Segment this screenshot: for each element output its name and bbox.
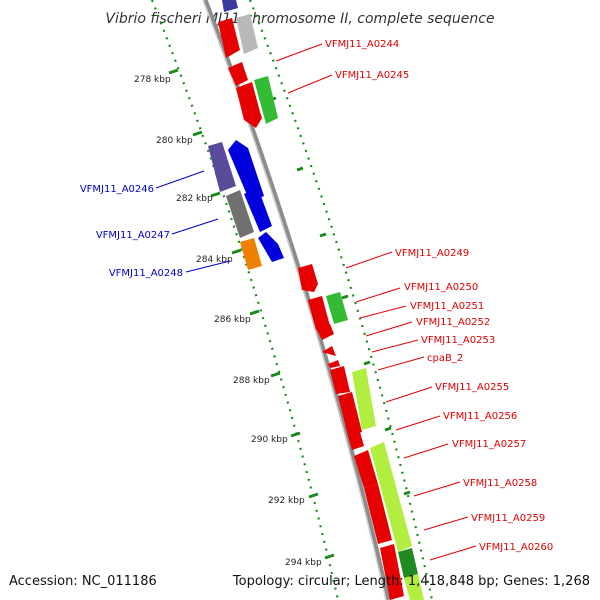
- gene-arrow-red[interactable]: [348, 432, 364, 450]
- gene-arrow-lime[interactable]: [352, 368, 376, 430]
- gene-label[interactable]: VFMJ11_A0258: [463, 478, 537, 489]
- tick-label: 278 kbp: [134, 75, 171, 85]
- gene-arrow-lime[interactable]: [404, 574, 424, 600]
- accession-text: Accession: NC_011186: [9, 574, 157, 589]
- tick-mark: [210, 191, 221, 198]
- gene-label[interactable]: VFMJ11_A0251: [410, 301, 484, 312]
- leader-line: [185, 260, 231, 273]
- gene-arrow-gray[interactable]: [236, 14, 258, 54]
- leader-line: [377, 356, 425, 371]
- leader-line: [413, 481, 461, 497]
- tick-mark: [290, 431, 301, 438]
- tick-mark: [231, 248, 242, 255]
- outer-tick: [319, 232, 327, 238]
- leader-line: [429, 545, 477, 561]
- chromosome-backbone-highlight: [202, 0, 387, 600]
- leader-line: [365, 321, 413, 337]
- gene-arrow-red[interactable]: [308, 296, 330, 330]
- leader-line: [155, 170, 205, 189]
- tick-label: 280 kbp: [156, 136, 193, 146]
- gene-arrow-red[interactable]: [354, 450, 378, 488]
- gene-arrow-red[interactable]: [364, 484, 392, 544]
- gene-arrow-blue[interactable]: [228, 140, 264, 202]
- gene-label[interactable]: VFMJ11_A0257: [452, 439, 526, 450]
- outer-tick: [384, 426, 392, 432]
- gene-arrow-green[interactable]: [254, 76, 278, 124]
- leader-lines: [155, 43, 477, 561]
- gene-labels: VFMJ11_A0244 VFMJ11_A0245 VFMJ11_A0246 V…: [80, 39, 553, 553]
- outer-tick: [403, 490, 411, 496]
- leader-line: [171, 218, 219, 235]
- gene-arrow-blue[interactable]: [222, 0, 238, 12]
- gene-label[interactable]: VFMJ11_A0247: [96, 230, 170, 241]
- outer-tick: [296, 166, 304, 172]
- gene-features: [208, 0, 424, 600]
- tick-mark: [192, 130, 203, 137]
- leader-line: [345, 251, 393, 269]
- tick-mark: [249, 309, 260, 316]
- tick-mark: [270, 371, 281, 378]
- topology-text: Topology: circular; Length: 1,418,848 bp…: [232, 574, 590, 589]
- map-title: Vibrio fischeri MJ11 chromosome II, comp…: [105, 11, 494, 27]
- gene-label[interactable]: VFMJ11_A0248: [109, 268, 183, 279]
- gene-label[interactable]: cpaB_2: [427, 353, 463, 364]
- tick-mark: [168, 68, 179, 75]
- gene-label[interactable]: VFMJ11_A0255: [435, 382, 509, 393]
- outer-tick: [341, 294, 349, 300]
- gene-arrow-red[interactable]: [218, 18, 240, 58]
- leader-line: [355, 287, 401, 303]
- tick-label: 292 kbp: [268, 496, 305, 506]
- tick-labels: 278 kbp 280 kbp 282 kbp 284 kbp 286 kbp …: [134, 75, 322, 568]
- gene-arrow-red[interactable]: [322, 346, 336, 356]
- gene-arrow-red[interactable]: [316, 324, 334, 340]
- gene-arrow-blue[interactable]: [244, 188, 272, 232]
- tick-mark: [324, 553, 335, 560]
- tick-label: 290 kbp: [251, 435, 288, 445]
- leader-line: [423, 516, 469, 531]
- tick-label: 286 kbp: [214, 315, 251, 325]
- gene-label[interactable]: VFMJ11_A0260: [479, 542, 553, 553]
- gene-label[interactable]: VFMJ11_A0244: [325, 39, 399, 50]
- gene-arrow-green[interactable]: [326, 292, 348, 324]
- gene-arrow-red[interactable]: [298, 264, 318, 292]
- gene-arrow-red[interactable]: [236, 82, 262, 128]
- leader-line: [385, 386, 433, 403]
- leader-line: [359, 305, 407, 319]
- tick-marks: [168, 68, 335, 560]
- tick-label: 294 kbp: [285, 558, 322, 568]
- gene-arrow-lime[interactable]: [370, 442, 412, 552]
- gene-label[interactable]: VFMJ11_A0250: [404, 282, 478, 293]
- leader-line: [403, 443, 449, 459]
- gene-arrow-red[interactable]: [330, 366, 350, 394]
- gene-arrow-red[interactable]: [228, 62, 248, 86]
- gene-label[interactable]: VFMJ11_A0252: [416, 317, 490, 328]
- gene-arrow-red[interactable]: [338, 392, 362, 436]
- gene-arrow-gray[interactable]: [226, 190, 254, 238]
- gene-arrow-orange[interactable]: [240, 238, 262, 270]
- gene-label[interactable]: VFMJ11_A0245: [335, 70, 409, 81]
- leader-line: [371, 339, 419, 353]
- leader-line: [395, 415, 441, 431]
- gene-arrow-darkgreen[interactable]: [398, 548, 418, 578]
- leader-line: [275, 43, 323, 62]
- gene-arrow-red[interactable]: [380, 544, 404, 600]
- gene-arrow-blue[interactable]: [258, 232, 284, 262]
- gene-label[interactable]: VFMJ11_A0256: [443, 411, 517, 422]
- gene-label[interactable]: VFMJ11_A0246: [80, 184, 154, 195]
- gene-label[interactable]: VFMJ11_A0259: [471, 513, 545, 524]
- tick-mark: [308, 492, 319, 499]
- gene-label[interactable]: VFMJ11_A0253: [421, 335, 495, 346]
- leader-line: [287, 74, 333, 94]
- gene-label[interactable]: VFMJ11_A0249: [395, 248, 469, 259]
- tick-label: 282 kbp: [176, 194, 213, 204]
- gene-arrow-red[interactable]: [328, 360, 340, 368]
- tick-label: 284 kbp: [196, 255, 233, 265]
- gene-arrow-purple[interactable]: [208, 142, 236, 192]
- tick-label: 288 kbp: [233, 376, 270, 386]
- outer-tick: [363, 360, 371, 366]
